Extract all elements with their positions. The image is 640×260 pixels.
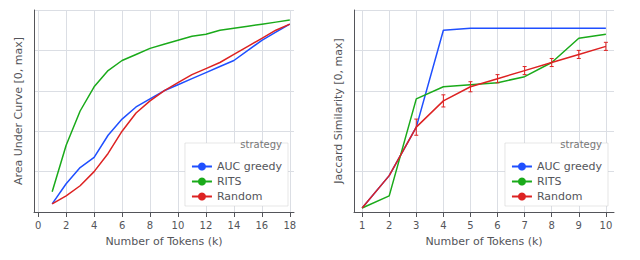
svg-text:RITS: RITS	[217, 175, 242, 188]
svg-text:AUC greedy: AUC greedy	[537, 160, 603, 173]
svg-text:12: 12	[200, 220, 213, 231]
svg-text:16: 16	[255, 220, 268, 231]
svg-text:1: 1	[359, 220, 365, 231]
svg-text:4: 4	[91, 220, 97, 231]
svg-text:Jaccard Similarity [0, max]: Jaccard Similarity [0, max]	[332, 38, 345, 185]
svg-text:8: 8	[549, 220, 555, 231]
svg-text:Number of Tokens (k): Number of Tokens (k)	[105, 235, 222, 248]
svg-text:2: 2	[386, 220, 392, 231]
svg-text:Random: Random	[537, 190, 583, 203]
svg-text:7: 7	[521, 220, 527, 231]
svg-text:9: 9	[576, 220, 582, 231]
svg-text:10: 10	[172, 220, 185, 231]
svg-text:18: 18	[283, 220, 296, 231]
svg-text:6: 6	[494, 220, 500, 231]
svg-text:AUC greedy: AUC greedy	[217, 160, 283, 173]
svg-text:3: 3	[413, 220, 419, 231]
svg-text:10: 10	[600, 220, 613, 231]
svg-text:5: 5	[467, 220, 473, 231]
svg-text:0: 0	[35, 220, 41, 231]
svg-text:Random: Random	[217, 190, 263, 203]
svg-text:6: 6	[119, 220, 125, 231]
svg-text:2: 2	[63, 220, 69, 231]
svg-text:4: 4	[440, 220, 446, 231]
svg-text:Area Under Curve [0, max]: Area Under Curve [0, max]	[12, 37, 25, 185]
svg-text:8: 8	[147, 220, 153, 231]
svg-text:14: 14	[228, 220, 241, 231]
svg-text:Number of Tokens (k): Number of Tokens (k)	[425, 235, 542, 248]
svg-text:strategy: strategy	[240, 139, 282, 150]
svg-text:RITS: RITS	[537, 175, 562, 188]
svg-text:strategy: strategy	[560, 139, 602, 150]
